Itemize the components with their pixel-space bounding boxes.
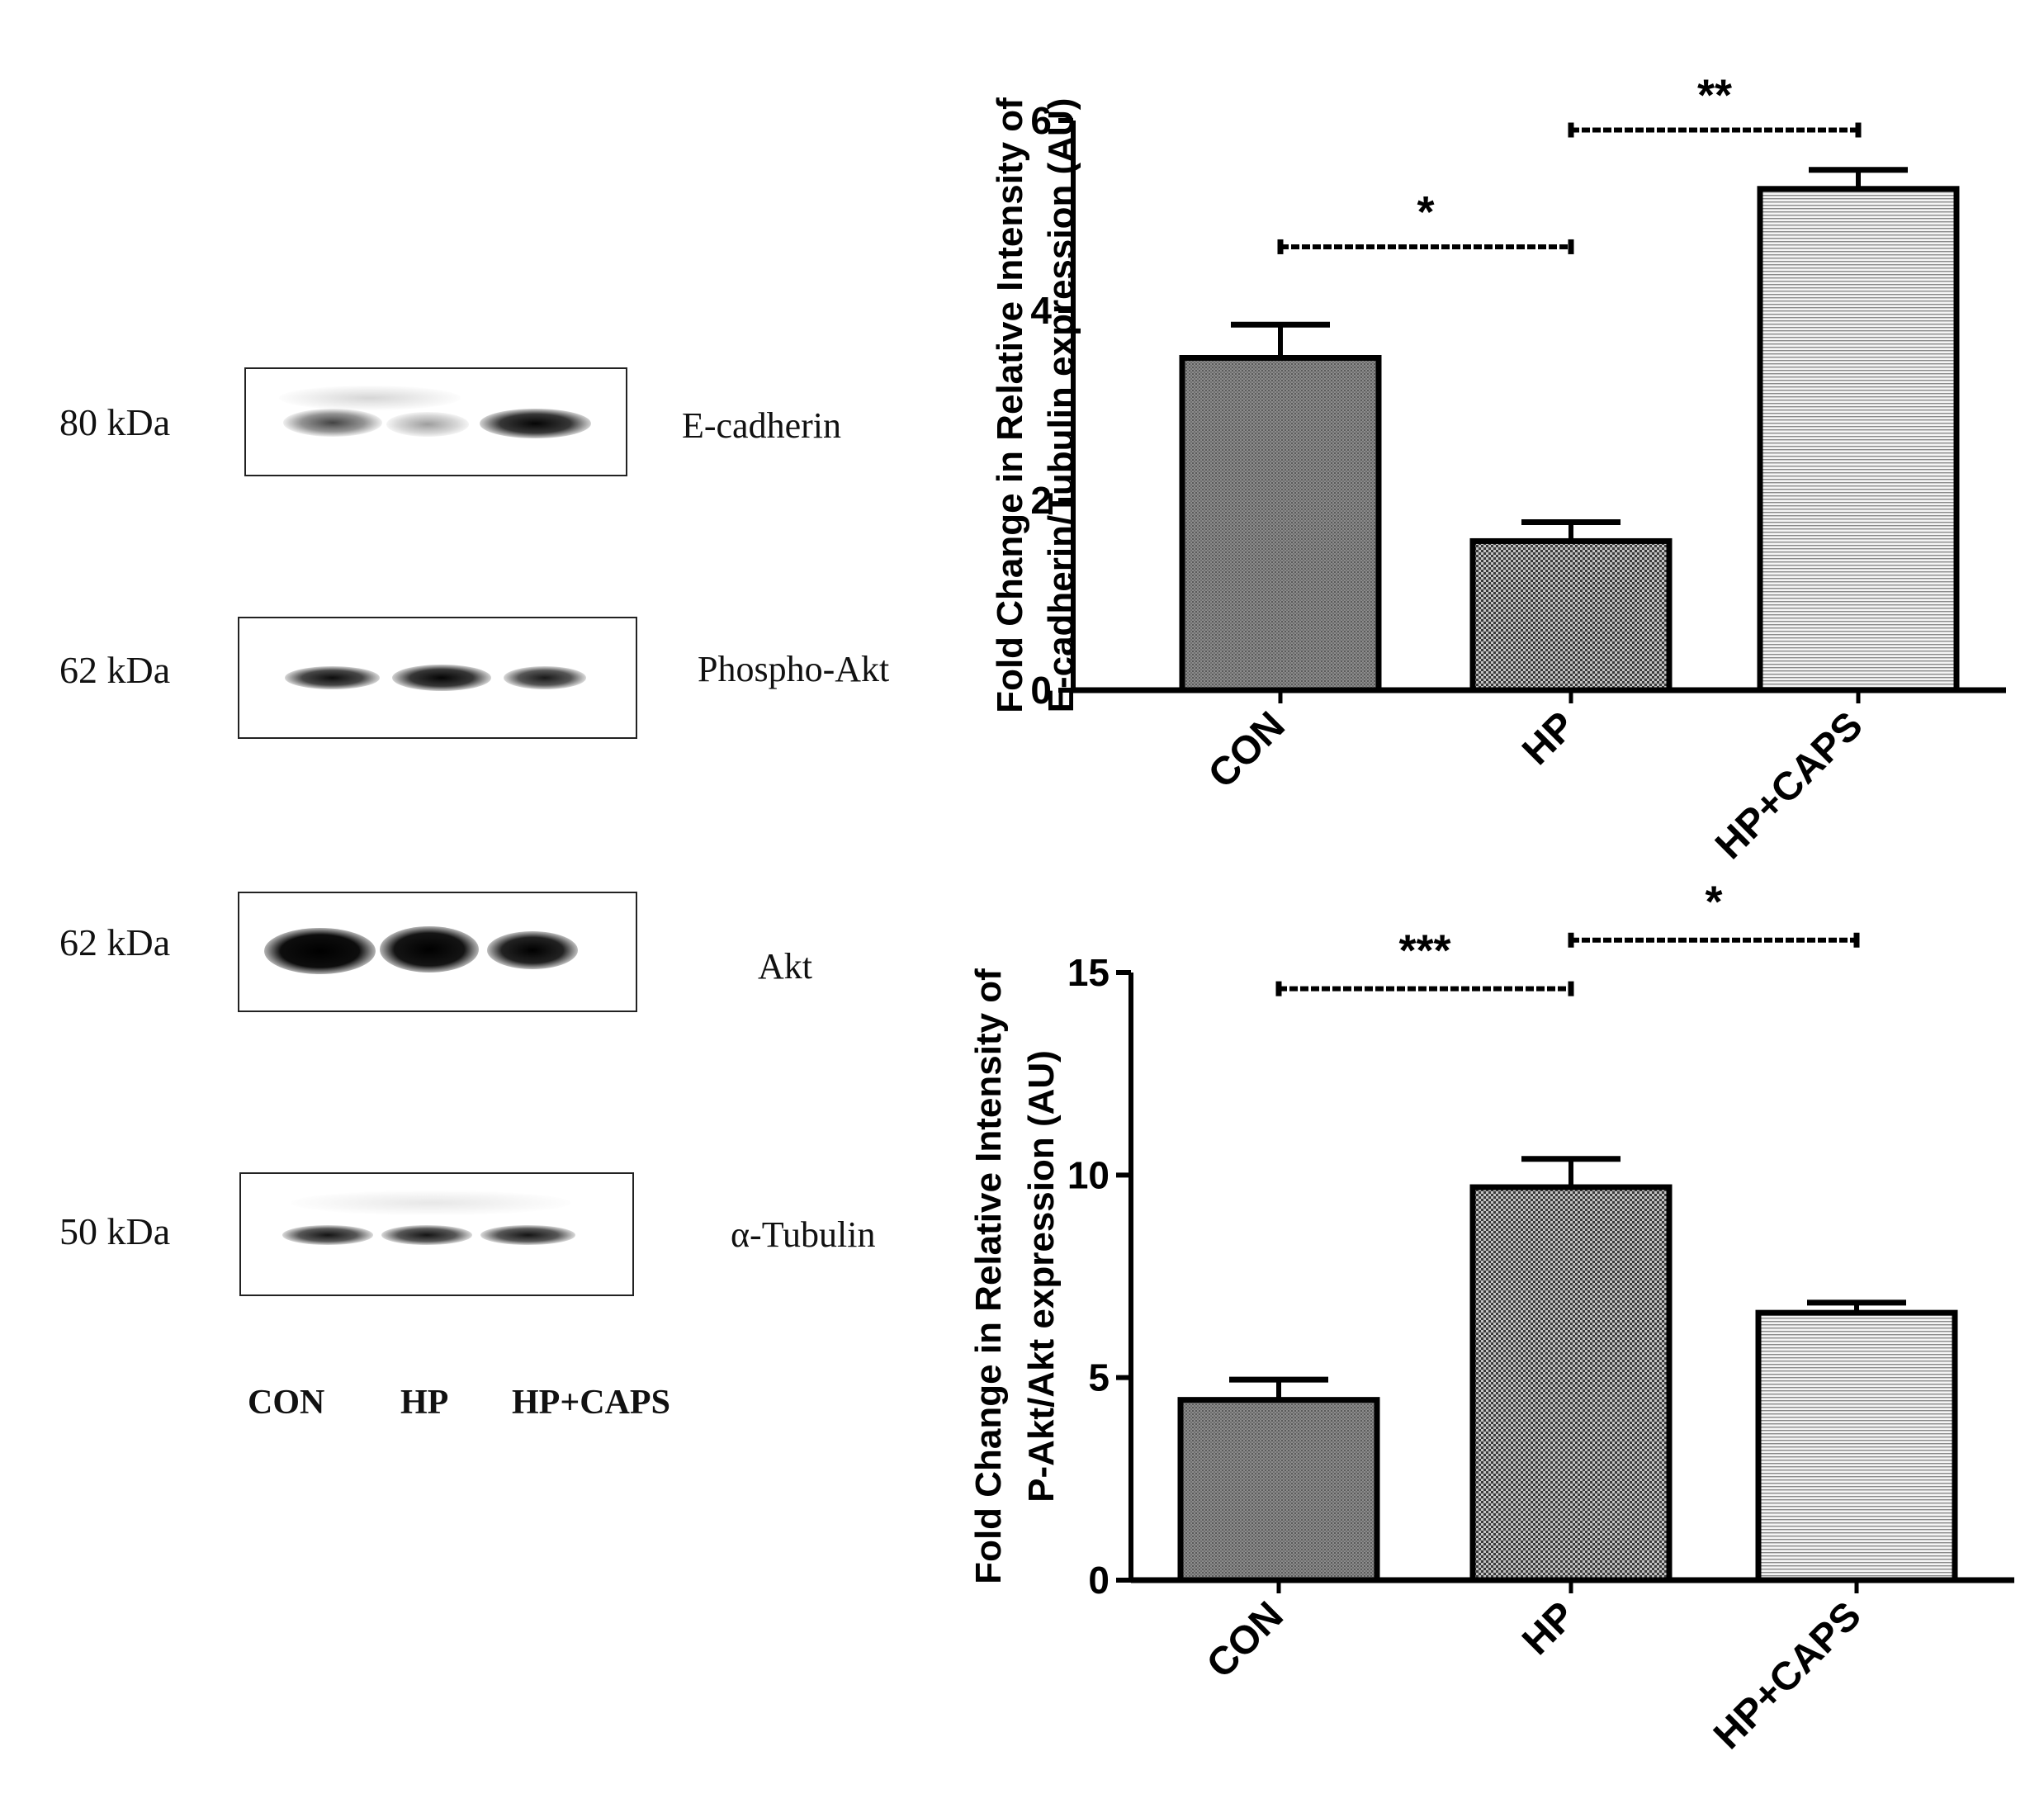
x-tick-label: HP+CAPS (1706, 1593, 1870, 1758)
lane-label-hp-caps: HP+CAPS (512, 1384, 670, 1422)
y-tick-label: 4 (1030, 289, 1052, 332)
western-blot-panel: 80 kDa E-cadherin 62 kDa Phospho-Akt 62 … (0, 0, 933, 1808)
band (285, 666, 380, 689)
blot-row-ecadherin (244, 367, 627, 476)
protein-label-row4: α-Tubulin (731, 1214, 876, 1255)
bar-con (1179, 355, 1382, 693)
bar-hp-caps (1757, 186, 1960, 693)
blot-row-akt (238, 892, 637, 1012)
band (279, 386, 461, 410)
protein-label-row3: Akt (758, 946, 812, 987)
y-axis-label-line2: P-Akt/Akt expression (AU) (1021, 1050, 1062, 1503)
y-tick-label: 0 (1088, 1559, 1110, 1602)
blot-row-tubulin (239, 1172, 634, 1296)
protein-label-row1: E-cadherin (682, 405, 841, 446)
band (381, 1225, 472, 1245)
y-axis-label-line1: Fold Change in Relative Intensity of (990, 97, 1030, 713)
y-tick-label: 0 (1030, 669, 1052, 712)
significance-label: * (1417, 187, 1434, 237)
kda-label-row3: 62 kDa (59, 921, 171, 963)
significance-label: *** (1398, 926, 1450, 976)
y-tick-label: 6 (1030, 99, 1052, 142)
y-tick-label: 5 (1088, 1356, 1110, 1399)
band (283, 409, 382, 437)
y-tick-label: 10 (1067, 1153, 1110, 1196)
kda-label-row2: 62 kDa (59, 649, 171, 691)
x-tick-label: HP (1514, 703, 1584, 774)
band (480, 409, 591, 438)
kda-label-row4: 50 kDa (59, 1210, 171, 1252)
y-tick-label: 2 (1030, 479, 1052, 522)
lane-label-con: CON (248, 1384, 325, 1422)
bar-hp (1469, 537, 1673, 693)
x-tick-label: CON (1199, 1593, 1292, 1687)
band (291, 1190, 571, 1215)
band (264, 928, 376, 974)
band (504, 666, 586, 689)
band (386, 412, 469, 437)
bar-hp-caps (1755, 1309, 1958, 1583)
significance-label: ** (1697, 71, 1732, 121)
lane-label-hp: HP (400, 1384, 449, 1422)
y-axis-label-line2: E-cadherin/Tubulin expression (AU) (1041, 98, 1081, 713)
protein-label-row2: Phospho-Akt (698, 649, 890, 689)
chart-phospho-akt: 0 5 10 15 Fold Change in Relative Intensity … (968, 878, 2014, 1758)
kda-label-row1: 80 kDa (59, 401, 171, 443)
significance-label: * (1705, 878, 1722, 927)
band (282, 1225, 373, 1245)
x-tick-label: CON (1200, 703, 1294, 797)
bar-con (1177, 1397, 1380, 1583)
x-tick-label: HP (1514, 1593, 1584, 1664)
y-tick-label: 15 (1067, 951, 1110, 994)
band (392, 665, 491, 691)
band (380, 926, 479, 973)
bar-hp (1469, 1184, 1673, 1583)
band (480, 1225, 575, 1245)
blot-row-phospho-akt (238, 617, 637, 739)
band (487, 931, 578, 969)
x-tick-label: HP+CAPS (1707, 703, 1871, 868)
y-axis-label-line1: Fold Change in Relative Intensity of (968, 968, 1009, 1584)
